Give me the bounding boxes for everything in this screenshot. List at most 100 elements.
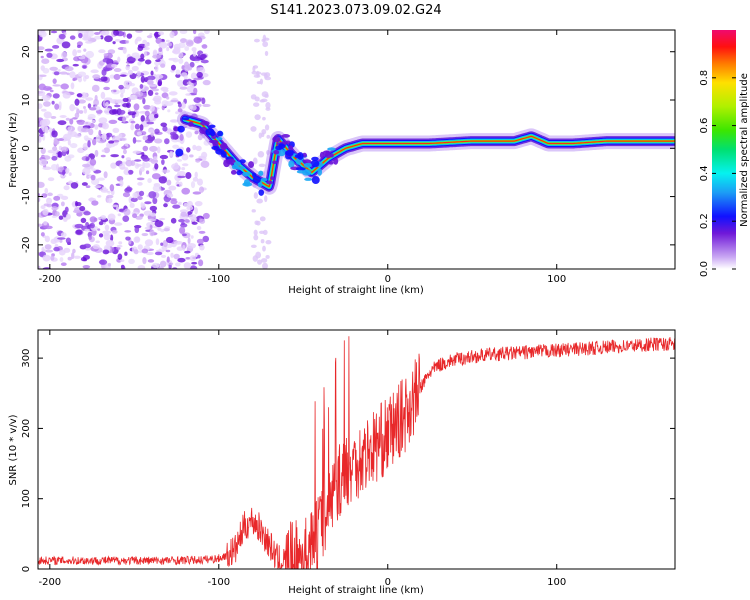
noise-speck [107, 262, 111, 267]
noise-speck [104, 97, 113, 101]
colorbar: 0.0 0.2 0.4 0.6 0.8 Normalized spectral ampl… [699, 30, 750, 277]
noise-speck [145, 251, 154, 256]
ridge-blob [296, 170, 306, 174]
noise-speck [85, 97, 94, 101]
noise-speck [82, 163, 91, 168]
snr-y-tick-label: 300 [21, 349, 32, 368]
noise-speck [192, 177, 199, 182]
noise-speck [43, 101, 51, 107]
noise-speck [167, 109, 171, 113]
noise-speck [159, 260, 167, 268]
noise-speck [183, 75, 188, 80]
noise-speck [127, 69, 134, 75]
noise-speck [134, 159, 142, 162]
noise-speck [44, 187, 49, 194]
noise-speck [60, 201, 65, 207]
noise-speck [85, 185, 91, 189]
noise-speck [112, 127, 120, 134]
noise-speck [67, 256, 72, 261]
ridge-blob [281, 134, 291, 138]
ridge-blob [248, 161, 255, 168]
noise-speck [137, 181, 143, 186]
noise-speck [73, 106, 78, 110]
noise-speck [118, 133, 123, 138]
noise-speck [86, 174, 90, 179]
noise-speck [157, 79, 163, 86]
noise-speck [201, 97, 206, 105]
ridge-blob [273, 149, 280, 155]
noise-speck [59, 115, 67, 118]
noise-speck [142, 39, 148, 45]
noise-speck [151, 173, 161, 180]
noise-speck [134, 226, 140, 234]
ridge-blob [208, 139, 219, 144]
noise-speck [189, 255, 196, 262]
noise-speck [137, 61, 142, 66]
noise-speck [92, 244, 100, 250]
noise-speck [56, 58, 65, 63]
noise-speck [114, 104, 121, 108]
noise-speck [195, 159, 201, 163]
spectrogram-x-axis-label: Height of straight line (km) [288, 285, 424, 296]
colorbar-tick-label: 0.8 [699, 70, 710, 86]
noise-speck [181, 233, 187, 237]
noise-speck [186, 147, 191, 153]
noise-speck [102, 122, 109, 130]
ridge-blob [243, 179, 251, 187]
noise-speck [258, 163, 266, 168]
noise-speck [189, 154, 194, 158]
noise-speck [91, 200, 99, 206]
snr-x-axis: -200 -100 0 100 [38, 330, 566, 588]
noise-speck [142, 145, 149, 152]
spectrogram-y-axis-label: Frequency (Hz) [8, 112, 19, 188]
noise-speck [45, 249, 54, 253]
ridge-blob [233, 161, 241, 167]
noise-speck [87, 116, 94, 120]
noise-speck [154, 220, 164, 228]
noise-speck [176, 246, 184, 251]
noise-speck [166, 193, 174, 198]
noise-speck [44, 225, 53, 230]
noise-speck [42, 125, 49, 133]
noise-speck [192, 30, 197, 35]
snr-y-tick-label: 0 [21, 566, 32, 572]
colorbar-gradient [712, 30, 736, 269]
noise-speck [41, 94, 51, 102]
noise-speck [125, 236, 131, 241]
ridge-blob [266, 180, 273, 185]
noise-speck [179, 30, 188, 34]
noise-speck [102, 57, 111, 63]
noise-speck [38, 265, 41, 269]
noise-speck [140, 131, 147, 136]
noise-speck [169, 31, 175, 39]
noise-speck [94, 124, 99, 130]
ridge-blob [327, 147, 336, 151]
noise-speck [115, 206, 120, 212]
noise-speck [118, 208, 124, 212]
noise-speck [119, 179, 124, 187]
ridge-blob [276, 149, 286, 157]
noise-speck [91, 138, 97, 146]
noise-speck [152, 197, 158, 205]
noise-speck [110, 234, 114, 242]
ridge-blob [230, 169, 237, 175]
ridge-blob [177, 125, 185, 133]
noise-speck [154, 138, 163, 144]
noise-speck [120, 93, 124, 98]
noise-speck [173, 240, 183, 245]
noise-speck [253, 102, 260, 107]
noise-speck [176, 159, 183, 162]
noise-speck [122, 192, 131, 198]
noise-speck [177, 257, 186, 263]
noise-speck [146, 35, 153, 39]
noise-speck [46, 87, 53, 90]
noise-speck [193, 87, 198, 95]
noise-speck [181, 167, 186, 171]
noise-speck [174, 262, 181, 267]
noise-speck [77, 44, 82, 49]
noise-speck [136, 36, 142, 42]
noise-speck [265, 254, 270, 259]
noise-speck [175, 73, 181, 78]
noise-speck [254, 38, 260, 43]
